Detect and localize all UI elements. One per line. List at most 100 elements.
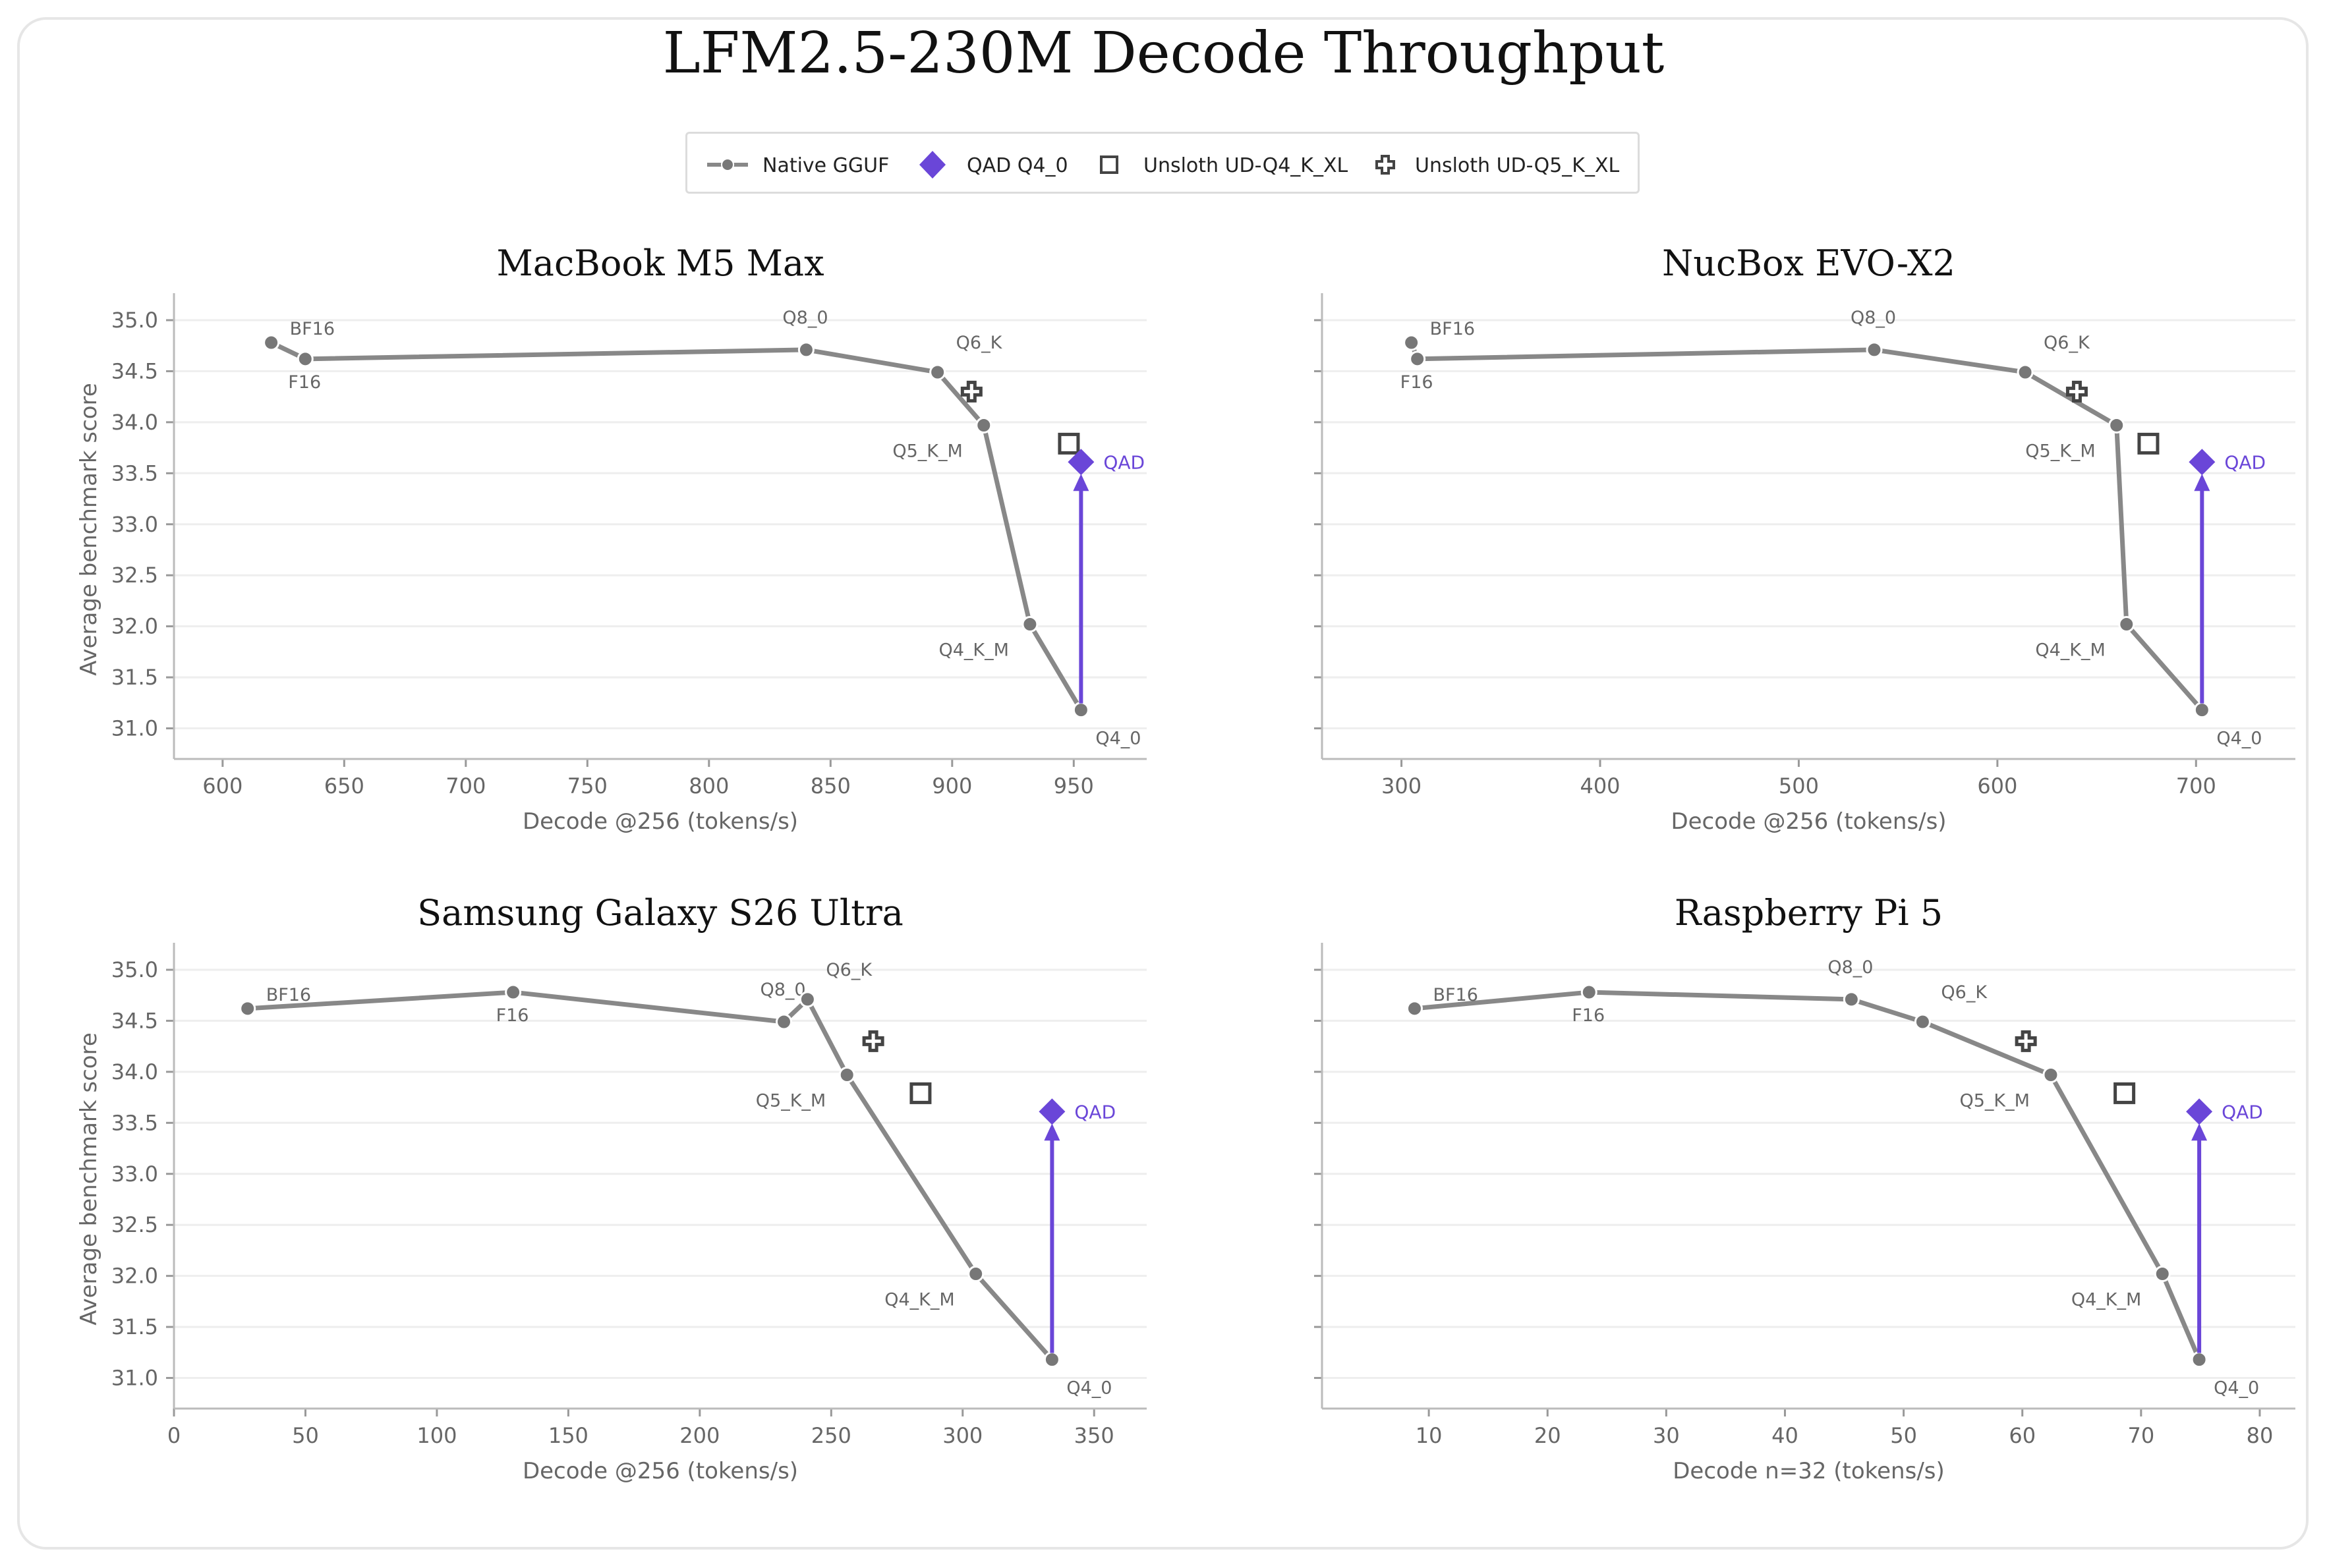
c3-xtick-label-4: 50 [1890,1423,1917,1448]
c0-qad-arrow-head [1073,474,1089,491]
c0-native-point-Q6_K [929,364,946,381]
c1-point-label-Q4_0: Q4_0 [2216,729,2262,749]
c1-qad-arrow-head [2194,474,2210,491]
c3-xtick-label-3: 40 [1771,1423,1798,1448]
c1-native-point-BF16 [1403,334,1420,351]
chart-macbook-m5-max: MacBook M5 Max 31.0 31.5 32.0 32.5 33.0 33.5 34… [76,242,1147,835]
legend-label-unsloth-q5: Unsloth UD-Q5_K_XL [1415,154,1620,177]
c0-ytick-label-2: 32.0 [111,614,158,639]
c2-xtick-label-3: 150 [548,1423,589,1448]
c0-point-label-Q6_K: Q6_K [956,333,1003,353]
c0-xtick-label-2: 700 [445,773,486,798]
c0-xtick-label-5: 850 [811,773,851,798]
c2-ytick-label-0: 31.0 [111,1366,158,1391]
c0-xtick-label-7: 950 [1054,773,1094,798]
c3-native-point-BF16 [1406,1000,1423,1017]
legend-item-unsloth-q4: Unsloth UD-Q4_K_XL [1100,154,1348,177]
c3-native-point-Q5_K_M [2042,1067,2059,1084]
c2-native-point-Q4_K_M [967,1266,985,1283]
c0-ytick-label-1: 31.5 [111,665,158,690]
c0-point-label-F16: F16 [288,372,321,393]
c0-ytick-label-7: 34.5 [111,358,158,383]
c2-native-point-Q4_0 [1043,1351,1060,1368]
c0-point-label-Q4_0: Q4_0 [1095,729,1141,749]
figure-frame [17,17,2309,1550]
c1-native-point-Q6_K [2017,364,2034,381]
c2-ytick-label-2: 32.0 [111,1264,158,1289]
legend-item-native-gguf: Native GGUF [707,154,889,177]
c1-native-point-Q8_0 [1866,341,1883,358]
c2-ytick-label-8: 35.0 [111,957,158,982]
c1-point-label-F16: F16 [1400,372,1433,393]
c1-qad-marker [2189,449,2216,476]
c1-xtick-label-3: 600 [1977,773,2017,798]
c2-unsloth-q5-marker [862,1030,884,1052]
c2-xtick-label-2: 100 [417,1423,457,1448]
legend-label-qad: QAD Q4_0 [967,154,1068,177]
c3-native-point-Q4_K_M [2154,1266,2171,1283]
c2-ytick-label-1: 31.5 [111,1314,158,1339]
c0-point-label-Q8_0: Q8_0 [782,308,828,328]
c3-unsloth-q5-marker [2015,1030,2037,1052]
legend-unsloth-q5-plus [1375,155,1395,175]
chart-samsung-galaxy-s26-ultra: Samsung Galaxy S26 Ultra 31.0 31.5 32.0 32.5… [76,892,1147,1484]
c0-xlabel: Decode @256 (tokens/s) [523,808,798,835]
c3-native-point-Q6_K [1914,1013,1931,1030]
c0-ytick-label-3: 32.5 [111,563,158,588]
c2-xtick-label-0: 0 [167,1423,181,1448]
c0-point-label-BF16: BF16 [290,319,335,339]
c3-xtick-label-1: 20 [1534,1423,1561,1448]
c2-qad-arrow-head [1044,1123,1060,1141]
c2-xlabel: Decode @256 (tokens/s) [523,1458,798,1484]
c0-qad-label: QAD [1103,451,1145,473]
c2-point-label-BF16: BF16 [266,985,311,1005]
c3-point-label-Q4_K_M: Q4_K_M [2071,1290,2141,1310]
c0-ytick-label-4: 33.0 [111,512,158,537]
c1-xlabel: Decode @256 (tokens/s) [1671,808,1946,835]
c0-unsloth-q5-marker [960,380,983,403]
c2-xtick-label-1: 50 [292,1423,319,1448]
c3-qad-label: QAD [2222,1101,2263,1123]
c0-xtick-label-6: 900 [932,773,972,798]
c0-ylabel: Average benchmark score [76,383,102,676]
legend-unsloth-q4-square [1100,155,1118,174]
legend-item-qad: QAD Q4_0 [919,151,1068,179]
c3-point-label-Q4_0: Q4_0 [2214,1378,2259,1399]
c3-xtick-label-6: 70 [2127,1423,2154,1448]
c2-point-label-Q4_0: Q4_0 [1066,1378,1112,1399]
c2-ytick-label-6: 34.0 [111,1059,158,1084]
c3-xtick-label-5: 60 [2009,1423,2036,1448]
c2-ytick-label-7: 34.5 [111,1008,158,1033]
c2-point-label-Q6_K: Q6_K [826,960,873,980]
c2-title: Samsung Galaxy S26 Ultra [417,892,904,934]
c2-native-point-Q5_K_M [838,1067,855,1084]
c3-qad-marker [2186,1098,2213,1125]
legend-item-unsloth-q5: Unsloth UD-Q5_K_XL [1375,154,1620,177]
c1-native-point-Q4_0 [2193,702,2210,719]
c2-ylabel: Average benchmark score [76,1032,102,1326]
c2-ytick-label-5: 33.5 [111,1110,158,1135]
c1-xtick-label-2: 500 [1779,773,1819,798]
c1-point-label-Q4_K_M: Q4_K_M [2035,640,2105,661]
c1-point-label-BF16: BF16 [1430,319,1475,339]
c3-native-point-F16 [1580,984,1597,1001]
c2-native-point-F16 [505,984,522,1001]
c0-ytick-label-8: 35.0 [111,308,158,333]
c3-title: Raspberry Pi 5 [1675,892,1943,934]
legend-svg: Native GGUF QAD Q4_0 Unsloth UD-Q4_K_XL … [707,151,1620,179]
c0-point-label-Q4_K_M: Q4_K_M [938,640,1008,661]
c3-xtick-label-7: 80 [2247,1423,2274,1448]
c2-qad-label: QAD [1074,1101,1116,1123]
c0-xtick-label-3: 750 [567,773,608,798]
c3-point-label-BF16: BF16 [1433,985,1478,1005]
c0-title: MacBook M5 Max [496,242,824,284]
c0-qad-marker [1068,449,1095,476]
figure-title: LFM2.5-230M Decode Throughput [662,20,1665,86]
legend-native-dot [721,158,734,171]
c0-native-point-Q4_K_M [1021,616,1039,633]
c3-xtick-label-2: 30 [1653,1423,1680,1448]
c0-ytick-label-6: 34.0 [111,410,158,435]
c1-point-label-Q8_0: Q8_0 [1851,308,1896,328]
c2-xtick-label-4: 200 [679,1423,720,1448]
chart-raspberry-pi-5: Raspberry Pi 5 10 20 30 40 50 60 70 80 Decode n=3… [1314,892,2295,1484]
